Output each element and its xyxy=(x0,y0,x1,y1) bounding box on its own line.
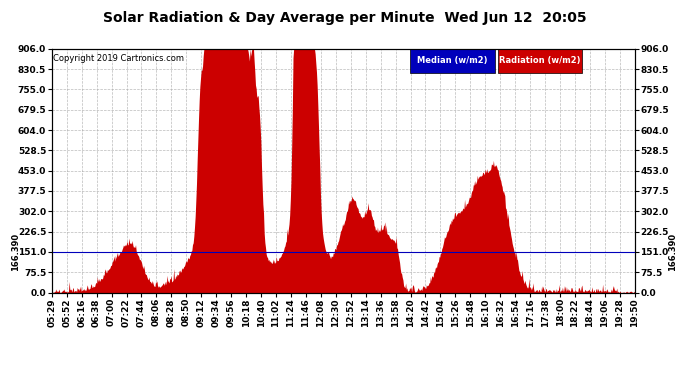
Text: Radiation (w/m2): Radiation (w/m2) xyxy=(500,57,581,65)
Text: Median (w/m2): Median (w/m2) xyxy=(417,57,488,65)
FancyBboxPatch shape xyxy=(497,49,582,73)
FancyBboxPatch shape xyxy=(411,49,495,73)
Text: 166.390: 166.390 xyxy=(668,233,677,271)
Text: Copyright 2019 Cartronics.com: Copyright 2019 Cartronics.com xyxy=(53,54,184,63)
Text: 166.390: 166.390 xyxy=(11,233,20,271)
Text: Solar Radiation & Day Average per Minute  Wed Jun 12  20:05: Solar Radiation & Day Average per Minute… xyxy=(104,11,586,25)
